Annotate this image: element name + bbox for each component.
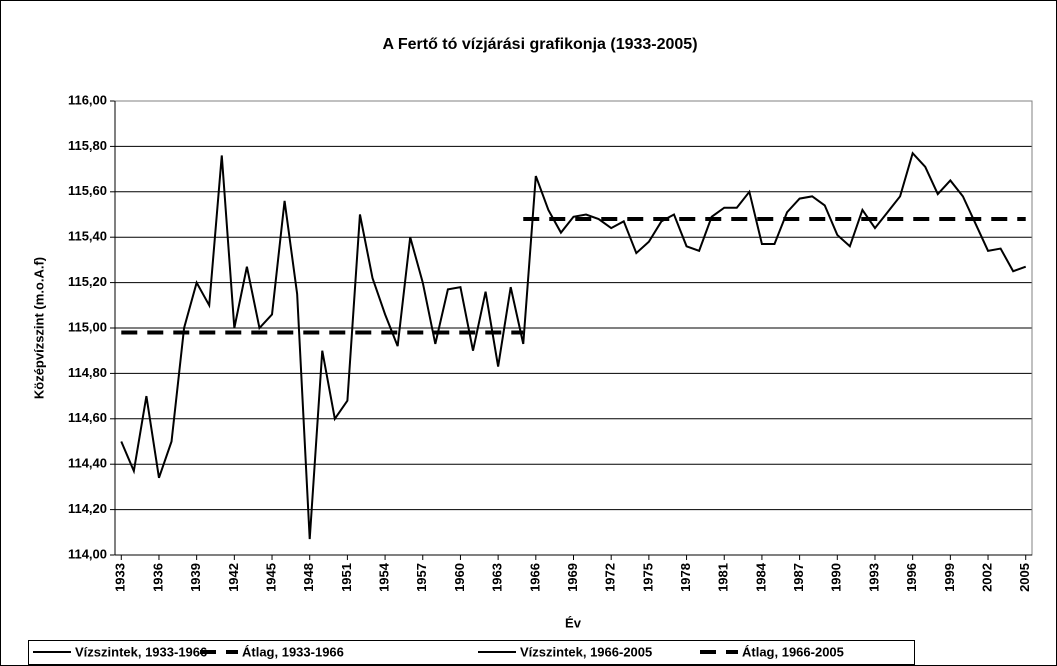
x-tick-label: 1966 [527, 563, 542, 592]
x-tick-label: 1948 [301, 563, 316, 592]
x-tick-label: 1942 [226, 563, 241, 592]
y-tick-label: 114,20 [68, 501, 107, 516]
x-tick-label: 1936 [150, 563, 165, 592]
x-tick-label: 1951 [339, 563, 354, 592]
x-tick-label: 1999 [942, 563, 957, 592]
x-tick-label: 1981 [716, 563, 731, 592]
legend-label: Vízszintek, 1966-2005 [520, 644, 652, 659]
legend [28, 640, 915, 665]
x-tick-label: 1993 [866, 563, 881, 592]
x-axis-label: Év [565, 615, 582, 630]
x-tick-label: 1945 [263, 563, 278, 592]
y-tick-label: 115,60 [68, 183, 107, 198]
x-tick-label: 1978 [678, 563, 693, 592]
legend-label: Vízszintek, 1933-1966 [75, 644, 207, 659]
x-tick-label: 1975 [640, 563, 655, 592]
y-axis-label: Középvízszint (m.o.A.f) [31, 257, 46, 399]
y-tick-label: 114,60 [68, 410, 107, 425]
x-tick-label: 1963 [490, 563, 505, 592]
x-tick-label: 1933 [113, 563, 128, 592]
x-tick-label: 2002 [979, 563, 994, 592]
x-tick-label: 1969 [565, 563, 580, 592]
y-tick-label: 114,00 [68, 546, 107, 561]
y-tick-label: 115,80 [68, 138, 107, 153]
x-tick-label: 1987 [791, 563, 806, 592]
x-tick-label: 2005 [1017, 563, 1032, 592]
y-tick-label: 116,00 [68, 92, 107, 107]
x-tick-label: 1990 [829, 563, 844, 592]
x-tick-label: 1960 [452, 563, 467, 592]
x-tick-label: 1957 [414, 563, 429, 592]
x-tick-label: 1984 [753, 562, 768, 592]
x-tick-label: 1972 [603, 563, 618, 592]
y-tick-label: 115,40 [68, 229, 107, 244]
series-line [120, 155, 537, 540]
y-tick-label: 114,40 [68, 456, 107, 471]
series-line [534, 151, 1027, 273]
legend-label: Átlag, 1966-2005 [742, 644, 844, 659]
y-tick-label: 115,20 [68, 274, 107, 289]
x-tick-label: 1939 [188, 563, 203, 592]
x-tick-label: 1996 [904, 563, 919, 592]
y-tick-label: 114,80 [68, 365, 107, 380]
x-tick-label: 1954 [377, 562, 392, 592]
legend-label: Átlag, 1933-1966 [242, 644, 344, 659]
y-tick-label: 115,00 [68, 319, 107, 334]
chart-title: A Fertő tó vízjárási grafikonja (1933-20… [382, 36, 697, 53]
